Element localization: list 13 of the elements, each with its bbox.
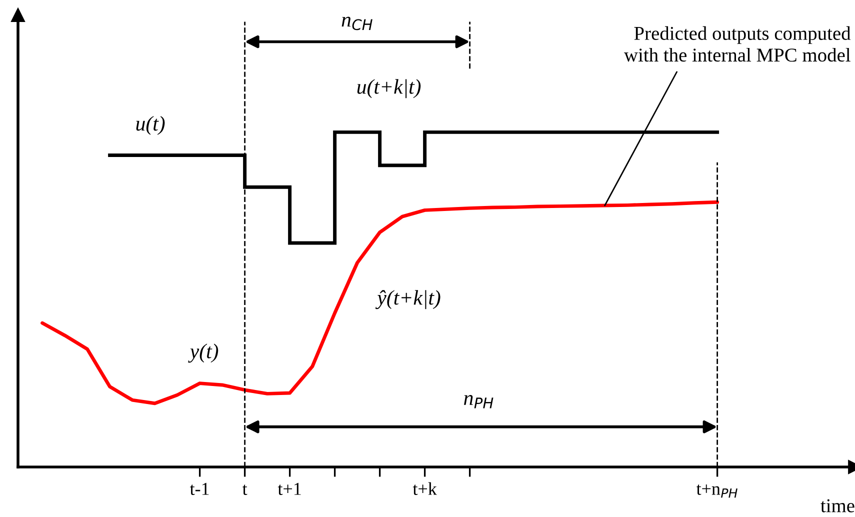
x-tick-label: t-1: [190, 482, 209, 495]
annotation: n$_{PH}$: [464, 395, 494, 408]
x-tick-label: t: [242, 484, 248, 495]
text: u(t+k|t): [357, 79, 421, 98]
text: Predicted outputs computed with the internal MPC model: [624, 26, 851, 62]
x-tick-label: t+n$_{PH}$: [696, 484, 738, 498]
x-tick-label: t+k: [412, 482, 437, 495]
annotation: ŷ(t+k|t): [375, 290, 440, 310]
x-tick-label: t+1: [278, 482, 301, 495]
annotation: u(t): [136, 116, 165, 135]
annotation: y(t): [188, 344, 218, 363]
text: n$_{CH}$: [342, 16, 372, 30]
x-axis-title: time: [820, 499, 854, 512]
